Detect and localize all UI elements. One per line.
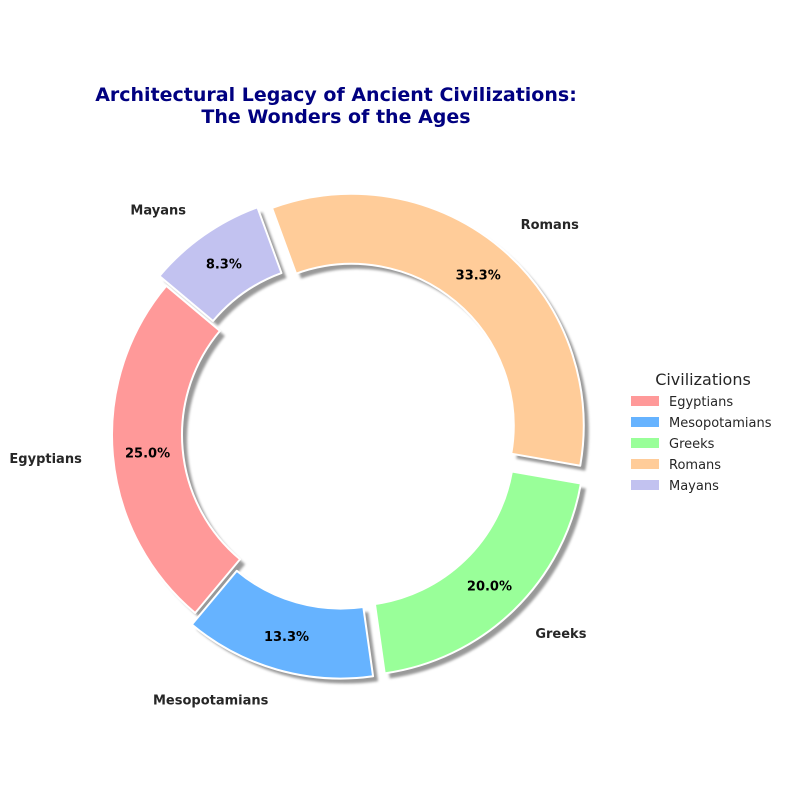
legend-swatch-greeks: [631, 438, 659, 448]
slice-mayans: [158, 206, 283, 323]
legend-label-greeks: Greeks: [669, 437, 715, 452]
slice-greeks: [373, 470, 582, 675]
percent-label-greeks: 20.0%: [467, 579, 512, 594]
legend-label-mayans: Mayans: [669, 479, 719, 494]
legend-swatch-mesopotamians: [631, 417, 659, 427]
slice-egyptians: [111, 284, 242, 614]
percent-label-romans: 33.3%: [456, 269, 501, 284]
legend-label-mesopotamians: Mesopotamians: [669, 416, 772, 431]
chart-title-line-2: The Wonders of the Ages: [201, 106, 470, 128]
category-label-mayans: Mayans: [130, 204, 186, 219]
legend-label-egyptians: Egyptians: [669, 395, 733, 410]
percent-label-mayans: 8.3%: [206, 258, 242, 273]
percent-label-mesopotamians: 13.3%: [264, 630, 309, 645]
percent-labels: 25.0% 13.3% 20.0% 33.3% 8.3%: [125, 258, 512, 645]
legend-label-romans: Romans: [669, 458, 721, 473]
legend: Civilizations Egyptians Mesopotamians Gree…: [631, 370, 772, 494]
category-label-egyptians: Egyptians: [9, 452, 82, 467]
slice-romans: [271, 192, 585, 467]
slices: [111, 192, 585, 680]
chart-title-line-1: Architectural Legacy of Ancient Civiliza…: [95, 84, 577, 106]
legend-title: Civilizations: [655, 370, 751, 389]
category-label-romans: Romans: [521, 218, 580, 233]
legend-swatch-mayans: [631, 480, 659, 490]
legend-swatch-egyptians: [631, 396, 659, 406]
percent-label-egyptians: 25.0%: [125, 446, 170, 461]
category-label-mesopotamians: Mesopotamians: [153, 694, 269, 709]
category-label-greeks: Greeks: [535, 627, 586, 642]
legend-swatch-romans: [631, 459, 659, 469]
chart-title: Architectural Legacy of Ancient Civiliza…: [95, 84, 577, 128]
slice-mesopotamians: [190, 569, 375, 680]
category-labels: Egyptians Mesopotamians Greeks Romans Mayans: [9, 204, 586, 709]
